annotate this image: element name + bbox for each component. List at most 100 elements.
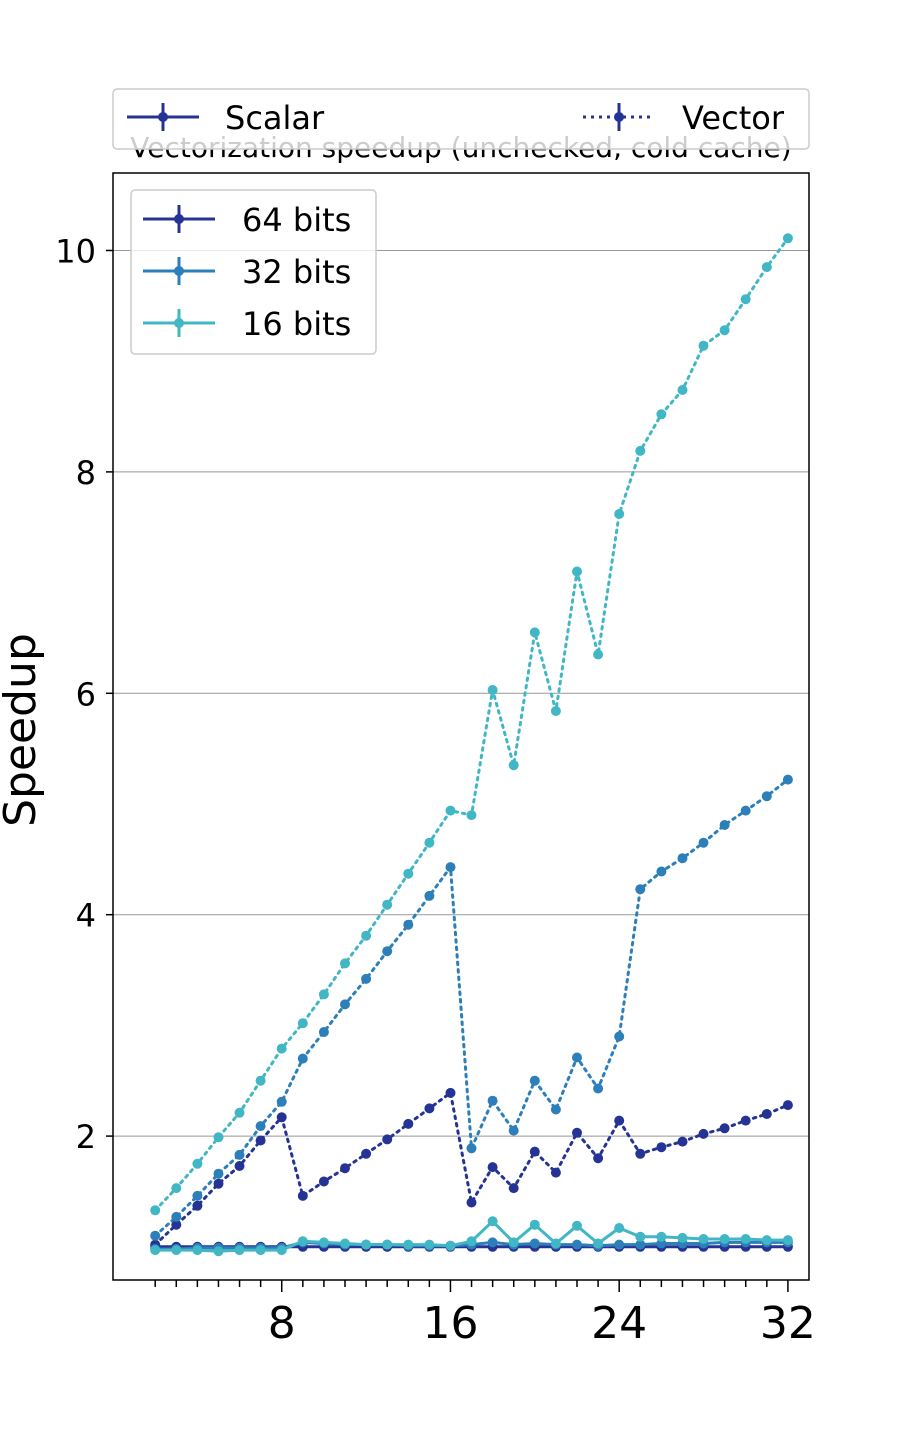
data-point-16-bits-vector	[297, 1018, 308, 1029]
data-point-64-bits-vector	[466, 1197, 477, 1208]
data-point-32-bits-vector	[761, 791, 772, 802]
data-point-16-bits-vector	[424, 837, 435, 848]
data-point-16-bits-scalar	[761, 1235, 772, 1246]
data-point-64-bits-vector	[192, 1200, 203, 1211]
data-point-16-bits-vector	[677, 385, 688, 395]
y-axis-label: Speedup	[0, 633, 46, 827]
data-point-32-bits-vector	[593, 1083, 604, 1094]
data-point-32-bits-vector	[466, 1143, 477, 1154]
data-point-16-bits-vector	[213, 1132, 224, 1143]
data-point-64-bits-vector	[171, 1219, 182, 1230]
data-point-64-bits-vector	[318, 1176, 329, 1187]
data-point-32-bits-scalar	[487, 1237, 498, 1248]
data-point-64-bits-vector	[761, 1109, 772, 1119]
data-point-32-bits-scalar	[572, 1239, 582, 1250]
data-point-16-bits-scalar	[656, 1231, 667, 1242]
data-point-16-bits-vector	[656, 409, 667, 420]
legend-16-marker	[143, 309, 215, 337]
y-axis: 2 4 6 8 10	[55, 232, 113, 1156]
data-point-16-bits-scalar	[234, 1245, 245, 1256]
data-point-64-bits-vector	[213, 1178, 224, 1189]
legend-16-label: 16 bits	[242, 305, 351, 343]
style-legend-box	[112, 88, 810, 150]
data-point-32-bits-vector	[550, 1104, 561, 1115]
data-point-32-bits-vector	[255, 1121, 266, 1132]
series-line-64-bits-vector	[153, 1091, 790, 1247]
data-point-64-bits-vector	[403, 1118, 414, 1129]
series-16-bits-scalar	[150, 1216, 793, 1257]
data-point-16-bits-vector	[761, 262, 772, 273]
data-point-16-bits-vector	[150, 1205, 161, 1216]
data-point-64-bits-vector	[635, 1148, 646, 1159]
data-point-16-bits-vector	[234, 1107, 245, 1118]
data-point-32-bits-vector	[192, 1190, 203, 1201]
data-point-16-bits-vector	[508, 760, 519, 771]
data-point-64-bits-vector	[340, 1163, 350, 1174]
data-point-16-bits-vector	[445, 805, 456, 816]
data-point-64-bits-vector	[529, 1146, 540, 1157]
data-point-64-bits-vector	[276, 1112, 287, 1123]
data-point-64-bits-vector	[677, 1136, 688, 1147]
data-point-16-bits-scalar	[213, 1246, 224, 1257]
data-point-64-bits-vector	[297, 1190, 308, 1201]
data-point-16-bits-scalar	[382, 1239, 393, 1250]
data-point-16-bits-scalar	[318, 1237, 329, 1248]
data-point-16-bits-vector	[340, 958, 350, 969]
x-tick-label: 32	[760, 1298, 816, 1349]
data-point-64-bits-vector	[614, 1115, 625, 1126]
data-point-64-bits-vector	[234, 1161, 245, 1171]
data-point-32-bits-vector	[782, 774, 793, 785]
data-point-16-bits-scalar	[403, 1239, 414, 1250]
data-point-16-bits-vector	[698, 340, 709, 351]
data-point-16-bits-vector	[614, 509, 625, 519]
series-64-bits-vector	[150, 1087, 793, 1250]
data-point-16-bits-scalar	[171, 1245, 182, 1256]
data-point-32-bits-vector	[424, 890, 435, 901]
data-point-16-bits-vector	[466, 810, 477, 821]
data-point-32-bits-vector	[445, 862, 456, 873]
y-tick-label: 6	[76, 675, 96, 713]
x-tick-label: 8	[268, 1298, 296, 1349]
data-point-64-bits-vector	[487, 1162, 498, 1173]
data-point-16-bits-vector	[255, 1075, 266, 1086]
data-point-16-bits-scalar	[255, 1245, 266, 1256]
data-point-16-bits-scalar	[192, 1245, 203, 1256]
data-point-64-bits-vector	[698, 1128, 709, 1139]
legend-scalar-label: Scalar	[225, 99, 325, 137]
data-point-32-bits-vector	[719, 820, 730, 830]
data-point-16-bits-vector	[529, 627, 540, 638]
data-point-16-bits-scalar	[297, 1236, 308, 1247]
data-point-32-bits-vector	[318, 1027, 329, 1037]
data-point-16-bits-vector	[192, 1158, 203, 1169]
legend-scalar-marker	[127, 103, 199, 131]
data-point-64-bits-vector	[508, 1183, 519, 1194]
data-point-32-bits-vector	[740, 805, 751, 816]
y-tick-label: 10	[55, 232, 96, 270]
data-point-32-bits-vector	[340, 999, 350, 1010]
x-tick-label: 24	[591, 1298, 647, 1349]
data-point-16-bits-scalar	[508, 1237, 519, 1248]
x-tick-label: 16	[422, 1298, 478, 1349]
data-point-16-bits-vector	[593, 649, 604, 660]
legend-32-label: 32 bits	[242, 253, 351, 291]
data-point-32-bits-vector	[529, 1075, 540, 1086]
data-point-64-bits-vector	[382, 1134, 393, 1145]
legend-64-label: 64 bits	[242, 201, 351, 239]
data-point-32-bits-scalar	[635, 1239, 646, 1250]
data-point-16-bits-scalar	[150, 1245, 161, 1256]
data-point-16-bits-scalar	[677, 1232, 688, 1243]
legend-64-marker	[143, 205, 215, 233]
data-point-64-bits-vector	[740, 1115, 751, 1126]
series-32-bits-vector	[150, 774, 793, 1241]
data-point-32-bits-vector	[382, 946, 393, 957]
legend-vector-marker	[583, 103, 655, 131]
data-point-32-bits-vector	[698, 837, 709, 848]
data-point-16-bits-scalar	[550, 1238, 561, 1249]
data-point-16-bits-scalar	[340, 1238, 350, 1249]
data-point-32-bits-vector	[150, 1230, 161, 1241]
legend-vector-label: Vector	[682, 99, 785, 137]
data-point-32-bits-vector	[297, 1053, 308, 1064]
data-point-16-bits-scalar	[445, 1240, 456, 1251]
data-point-64-bits-vector	[572, 1127, 582, 1138]
